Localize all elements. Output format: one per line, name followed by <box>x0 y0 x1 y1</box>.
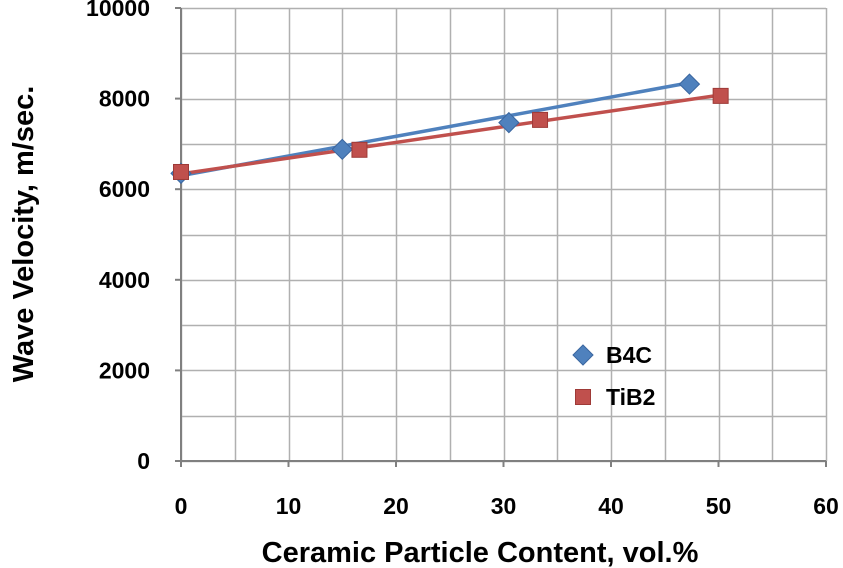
b4c-data-point <box>498 111 520 134</box>
x-tick-label: 30 <box>491 493 517 519</box>
y-axis-title: Wave Velocity, m/sec. <box>8 86 40 383</box>
b4c-data-point <box>678 73 701 95</box>
y-tick-label: 0 <box>137 448 150 474</box>
x-tick-label: 60 <box>813 493 839 519</box>
markers <box>170 73 729 185</box>
x-tick-label: 50 <box>706 493 732 519</box>
axes <box>175 7 827 467</box>
tib2-data-point <box>351 141 368 158</box>
legend: B4C TiB2 <box>572 342 655 410</box>
b4c-data-point <box>331 138 353 161</box>
y-tick-label: 6000 <box>99 176 150 202</box>
y-tick-label: 8000 <box>99 86 150 112</box>
trendline-tib2 <box>180 93 721 176</box>
x-tick-label: 0 <box>175 493 188 519</box>
legend-label-tib2: TiB2 <box>606 384 655 410</box>
legend-marker-b4c <box>572 344 594 366</box>
trendlines <box>180 81 721 178</box>
tib2-data-point <box>173 163 189 180</box>
y-tick-label: 10000 <box>86 0 150 21</box>
y-tick-label: 4000 <box>99 267 150 293</box>
y-tick-label: 2000 <box>99 357 150 383</box>
legend-marker-tib2 <box>575 389 591 405</box>
x-tick-label: 20 <box>383 493 409 519</box>
legend-label-b4c: B4C <box>606 342 652 368</box>
x-axis-title: Ceramic Particle Content, vol.% <box>262 537 699 568</box>
x-tick-labels: 0 10 20 30 40 50 60 <box>175 493 839 519</box>
grid <box>180 7 828 463</box>
x-tick-label: 40 <box>598 493 624 519</box>
tib2-data-point <box>712 87 729 104</box>
y-tick-labels: 0 2000 4000 6000 8000 10000 <box>86 0 150 474</box>
tib2-data-point <box>532 111 549 128</box>
x-tick-label: 10 <box>276 493 302 519</box>
